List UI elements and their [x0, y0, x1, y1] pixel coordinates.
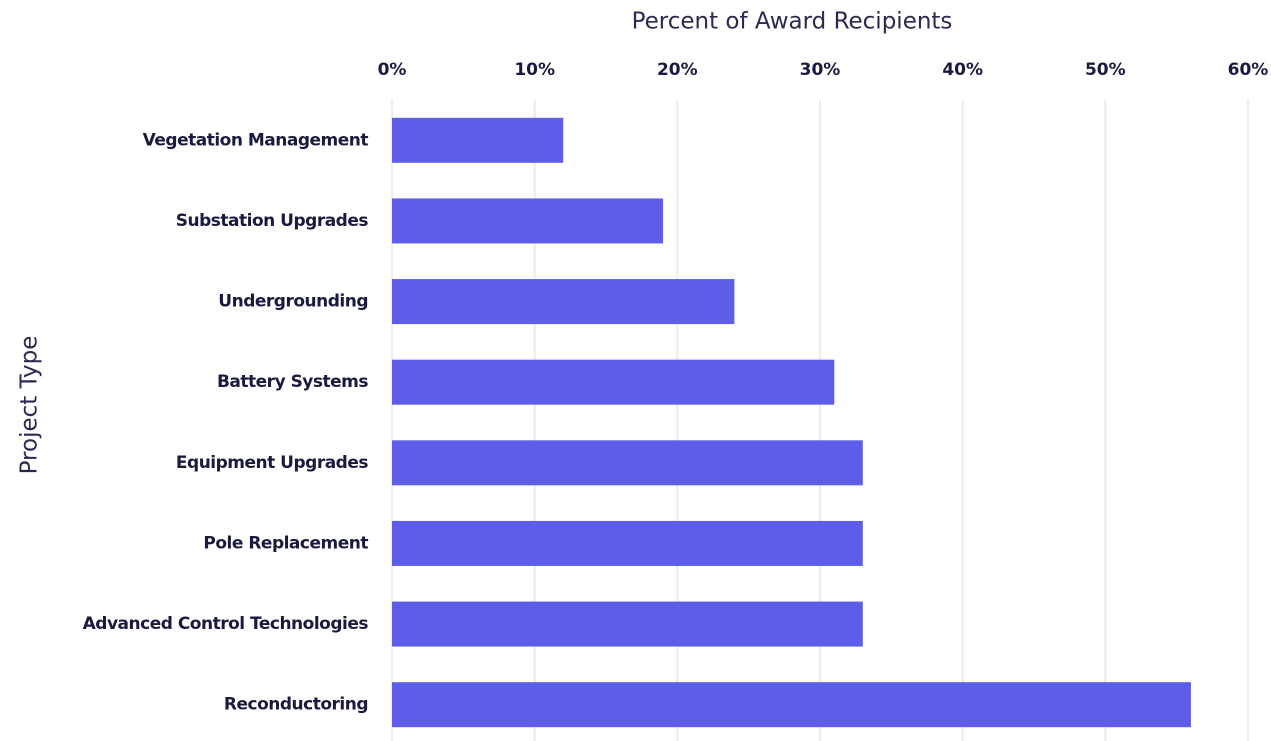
y-tick-label: Substation Upgrades	[176, 211, 369, 231]
y-tick-label: Battery Systems	[217, 372, 368, 392]
bar	[392, 601, 863, 647]
x-tick-label: 60%	[1228, 60, 1269, 80]
x-tick-label: 30%	[800, 60, 841, 80]
y-tick-label: Advanced Control Technologies	[83, 614, 369, 634]
y-tick-label: Vegetation Management	[143, 130, 369, 150]
bar	[392, 440, 863, 486]
y-axis-title: Project Type	[17, 336, 43, 475]
bar	[392, 279, 735, 325]
bar	[392, 520, 863, 566]
bar	[392, 198, 664, 244]
bar	[392, 359, 835, 405]
y-tick-label: Pole Replacement	[203, 533, 368, 553]
x-tick-label: 10%	[514, 60, 555, 80]
x-tick-label: 0%	[378, 60, 407, 80]
y-tick-label: Undergrounding	[218, 292, 368, 312]
y-tick-label: Reconductoring	[224, 695, 368, 715]
y-tick-label: Equipment Upgrades	[176, 453, 368, 473]
x-tick-label: 20%	[657, 60, 698, 80]
bar	[392, 682, 1191, 728]
x-tick-label: 40%	[942, 60, 983, 80]
x-axis-title: Percent of Award Recipients	[632, 9, 953, 35]
x-tick-label: 50%	[1085, 60, 1126, 80]
bar	[392, 117, 564, 163]
